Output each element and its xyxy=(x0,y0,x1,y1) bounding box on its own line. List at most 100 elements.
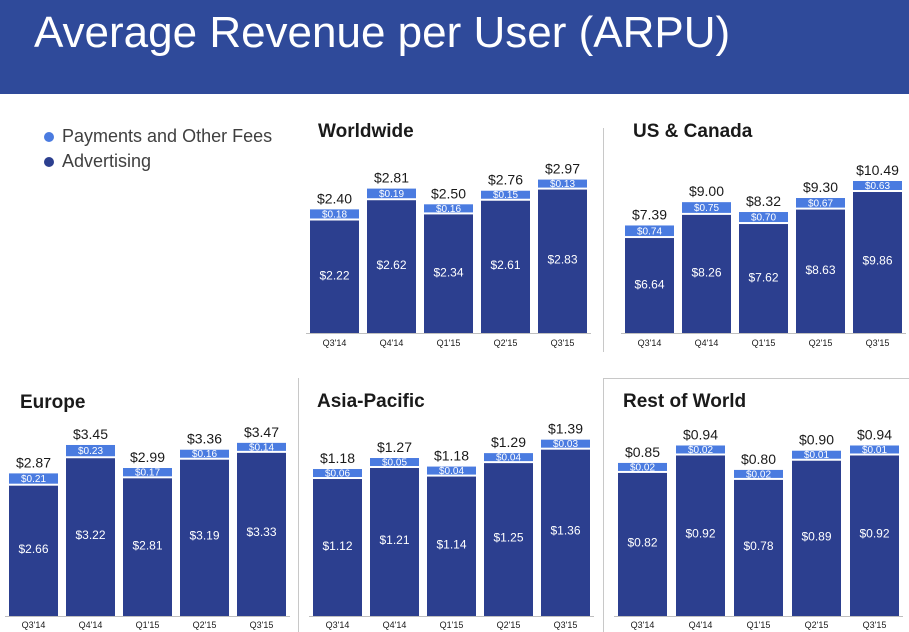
data-label-advertising: $2.81 xyxy=(132,538,162,552)
bar-advertising xyxy=(66,458,115,616)
x-tick-label: Q1'15 xyxy=(752,338,776,348)
data-label-advertising: $8.63 xyxy=(805,263,835,277)
bar-advertising xyxy=(481,200,530,333)
legend: Payments and Other Fees Advertising xyxy=(44,124,272,174)
bar-advertising xyxy=(237,452,286,616)
bar-advertising xyxy=(424,214,473,333)
bar-advertising xyxy=(853,192,902,333)
chart-panel-worldwide: Worldwide $2.22 $0.18 $2.40 Q3'14 $2.62 $0.19… xyxy=(306,121,600,351)
bar-payments xyxy=(682,202,731,213)
chart-title: Asia-Pacific xyxy=(317,391,425,412)
bar-payments xyxy=(850,445,899,454)
data-label-payments: $0.75 xyxy=(694,203,719,214)
bar-payments xyxy=(796,198,845,208)
x-tick-label: Q1'15 xyxy=(136,620,160,630)
bar-payments xyxy=(853,181,902,191)
data-label-payments: $0.01 xyxy=(862,445,887,456)
bar-payments xyxy=(370,458,419,467)
x-tick-label: Q3'15 xyxy=(863,620,887,630)
x-tick-label: Q3'14 xyxy=(323,338,347,348)
bar-payments xyxy=(424,204,473,213)
chart-title: Europe xyxy=(20,392,86,413)
data-label-advertising: $3.19 xyxy=(189,529,219,543)
bar-payments xyxy=(427,466,476,475)
bar-advertising xyxy=(734,479,783,616)
x-tick-label: Q3'14 xyxy=(22,620,46,630)
bar-payments xyxy=(541,439,590,448)
data-label-total: $1.27 xyxy=(377,439,412,455)
data-label-payments: $0.19 xyxy=(379,189,404,200)
bar-payments xyxy=(237,442,286,451)
x-tick-label: Q4'14 xyxy=(695,338,719,348)
data-label-total: $0.85 xyxy=(625,444,660,460)
data-label-advertising: $3.22 xyxy=(75,528,105,542)
bar-advertising xyxy=(484,463,533,616)
bar-advertising xyxy=(796,209,845,333)
data-label-total: $0.94 xyxy=(683,426,718,442)
data-label-payments: $0.02 xyxy=(746,469,771,480)
bar-advertising xyxy=(427,476,476,616)
legend-label: Payments and Other Fees xyxy=(62,126,273,146)
x-tick-label: Q4'14 xyxy=(689,620,713,630)
data-label-total: $9.00 xyxy=(689,183,724,199)
chart-panel-us-canada: US & Canada $6.64 $0.74 $7.39 Q3'14 $8.26 $0.… xyxy=(617,121,907,351)
bar-payments xyxy=(180,449,229,458)
x-tick-label: Q1'15 xyxy=(440,620,464,630)
data-label-total: $1.29 xyxy=(491,434,526,450)
legend-dot-payments xyxy=(44,131,54,142)
data-label-payments: $0.04 xyxy=(496,453,521,464)
x-tick-label: Q2'15 xyxy=(494,338,518,348)
data-label-total: $0.90 xyxy=(799,432,834,448)
data-label-payments: $0.74 xyxy=(637,226,662,237)
chart-panel-europe: Europe $2.66 $0.21 $2.87 Q3'14 $3.22 $0.23 $3.… xyxy=(3,392,293,632)
data-label-payments: $0.04 xyxy=(439,466,464,477)
x-tick-label: Q3'15 xyxy=(866,338,890,348)
data-label-advertising: $0.92 xyxy=(685,527,715,541)
bar-payments xyxy=(481,190,530,199)
data-label-payments: $0.02 xyxy=(688,445,713,456)
data-label-total: $10.49 xyxy=(856,162,899,178)
data-label-payments: $0.15 xyxy=(493,190,518,201)
data-label-advertising: $0.82 xyxy=(627,536,657,550)
bar-advertising xyxy=(676,455,725,616)
data-label-payments: $0.17 xyxy=(135,468,160,479)
bar-payments xyxy=(739,212,788,223)
data-label-advertising: $1.36 xyxy=(550,524,580,538)
x-tick-label: Q3'14 xyxy=(326,620,350,630)
bar-payments xyxy=(66,444,115,457)
bar-advertising xyxy=(367,200,416,333)
data-label-payments: $0.01 xyxy=(804,450,829,461)
x-tick-label: Q2'15 xyxy=(497,620,521,630)
data-label-total: $2.99 xyxy=(130,449,165,465)
bar-advertising xyxy=(682,214,731,333)
bar-payments xyxy=(734,469,783,478)
data-label-total: $2.97 xyxy=(545,161,580,177)
data-label-total: $1.39 xyxy=(548,421,583,437)
legend-label: Advertising xyxy=(62,151,152,171)
header-banner: Average Revenue per User (ARPU) xyxy=(0,0,909,94)
bar-payments xyxy=(9,473,58,484)
data-label-advertising: $2.34 xyxy=(433,265,463,279)
bar-payments xyxy=(310,209,359,219)
legend-dot-advertising xyxy=(44,156,54,167)
bar-advertising xyxy=(9,485,58,616)
x-tick-label: Q2'15 xyxy=(809,338,833,348)
chart-panel-rest-of-world: Rest of World $0.82 $0.02 $0.85 Q3'14 $0.92 $… xyxy=(611,391,903,632)
data-label-total: $0.94 xyxy=(857,426,892,442)
data-label-payments: $0.05 xyxy=(382,458,407,469)
data-label-advertising: $1.14 xyxy=(436,537,466,551)
panel-divider xyxy=(603,378,604,632)
legend-item-advertising: Advertising xyxy=(44,149,272,174)
bar-advertising xyxy=(123,478,172,616)
data-label-total: $1.18 xyxy=(434,448,469,464)
bar-advertising xyxy=(313,479,362,616)
data-label-advertising: $0.89 xyxy=(801,529,831,543)
data-label-payments: $0.14 xyxy=(249,442,274,453)
data-label-advertising: $7.62 xyxy=(748,270,778,284)
data-label-payments: $0.70 xyxy=(751,213,776,224)
chart-panel-asia-pacific: Asia-Pacific $1.12 $0.06 $1.18 Q3'14 $1.21 $0… xyxy=(305,391,595,632)
data-label-payments: $0.03 xyxy=(553,439,578,450)
data-label-total: $3.36 xyxy=(187,431,222,447)
data-label-payments: $0.67 xyxy=(808,198,833,209)
bar-payments xyxy=(123,468,172,477)
